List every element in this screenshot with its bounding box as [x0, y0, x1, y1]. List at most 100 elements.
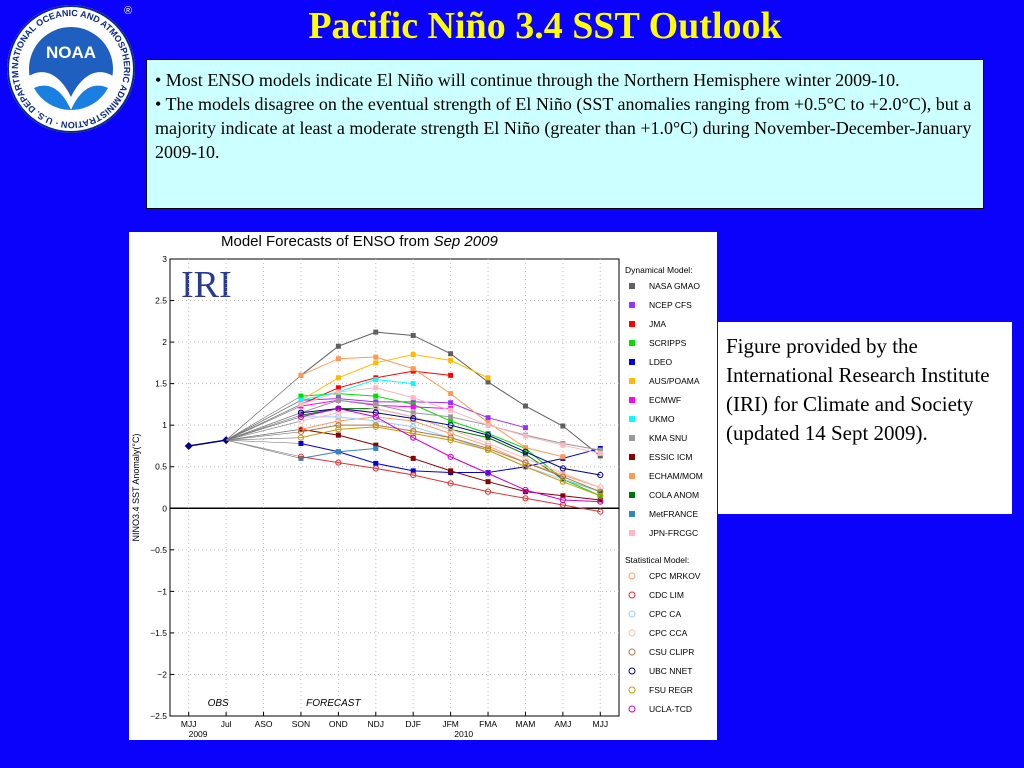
- data-point: [297, 428, 305, 435]
- data-point: [597, 497, 603, 503]
- data-point: [484, 432, 492, 439]
- data-point: [485, 415, 491, 421]
- data-point: [447, 426, 454, 433]
- legend-label: NASA GMAO: [649, 281, 700, 291]
- legend-label: AUS/POAMA: [649, 376, 700, 386]
- data-point: [373, 401, 379, 407]
- x-tick-label: NDJ: [368, 719, 385, 729]
- legend-label: ECMWF: [649, 395, 681, 405]
- connector-line: [225, 399, 302, 441]
- data-point: [298, 401, 304, 407]
- data-point: [448, 357, 454, 363]
- data-point: [335, 459, 342, 466]
- data-point: [335, 375, 341, 381]
- data-point: [298, 372, 304, 378]
- data-point: [447, 430, 454, 437]
- data-point: [298, 393, 304, 399]
- forecast-label: FORECAST: [306, 698, 361, 709]
- series-line: [300, 354, 489, 401]
- legend-swatch: [628, 572, 636, 580]
- series-cdc-lim: [226, 439, 604, 515]
- data-point: [560, 454, 566, 460]
- y-tick-label: 0: [162, 503, 167, 513]
- observed-point: [184, 441, 193, 450]
- data-point: [297, 434, 305, 441]
- x-tick-label: MAM: [516, 719, 536, 729]
- data-point: [559, 465, 566, 472]
- series-nasa-gmao: [225, 329, 603, 459]
- data-point: [410, 423, 417, 430]
- series-line: [300, 356, 563, 458]
- data-point: [335, 385, 341, 391]
- data-point: [410, 430, 417, 437]
- data-point: [485, 375, 491, 381]
- data-point: [484, 488, 492, 495]
- data-point: [335, 397, 341, 403]
- data-point: [298, 397, 304, 403]
- data-point: [297, 413, 305, 420]
- data-point: [447, 480, 454, 487]
- legend-swatch: [629, 435, 635, 441]
- series-line: [300, 416, 601, 488]
- data-point: [373, 445, 379, 451]
- legend-label: MetFRANCE: [649, 509, 698, 519]
- data-point: [447, 437, 454, 444]
- data-point: [448, 372, 454, 378]
- data-point: [560, 442, 566, 448]
- data-point: [597, 508, 604, 515]
- data-point: [522, 463, 529, 470]
- data-point: [335, 405, 342, 412]
- data-point: [410, 434, 417, 441]
- iri-watermark: IRI: [181, 264, 232, 306]
- series-echam-mom: [225, 354, 566, 460]
- connector-line: [226, 429, 302, 441]
- data-point: [448, 468, 454, 474]
- x-tick-label: FMA: [479, 719, 497, 729]
- bullet-item: • Most ENSO models indicate El Niño will…: [155, 70, 900, 90]
- x-tick-label: MJJ: [592, 719, 608, 729]
- legend-swatch: [629, 492, 635, 498]
- data-point: [335, 356, 341, 362]
- data-point: [335, 426, 342, 433]
- data-point: [522, 403, 528, 409]
- legend-swatch: [628, 648, 636, 656]
- legend-dynamical-header: Dynamical Model:: [625, 265, 693, 275]
- legend-label: CPC MRKOV: [649, 571, 701, 581]
- data-point: [372, 413, 379, 420]
- data-point: [372, 465, 379, 472]
- legend-label: JMA: [649, 319, 666, 329]
- registered-mark: ®: [124, 5, 132, 17]
- y-tick-label: 1: [162, 420, 167, 430]
- data-point: [597, 471, 604, 479]
- x-tick-label: MJJ: [181, 719, 197, 729]
- data-point: [448, 400, 454, 406]
- data-point: [335, 413, 342, 420]
- legend-swatch: [629, 454, 635, 460]
- legend-swatch: [629, 473, 635, 479]
- legend-label: NCEP CFS: [649, 300, 692, 310]
- legend-label: CPC CA: [649, 609, 681, 619]
- legend-swatch: [629, 511, 635, 517]
- data-point: [448, 407, 454, 413]
- data-point: [335, 422, 342, 429]
- connector-line: [226, 412, 302, 441]
- data-point: [372, 405, 379, 412]
- legend-label: CSU CLIPR: [649, 647, 694, 657]
- legend-swatch: [629, 283, 635, 289]
- y-tick-label: 0.5: [155, 462, 167, 472]
- data-point: [522, 433, 528, 439]
- series-line: [300, 426, 601, 497]
- legend-swatch: [628, 667, 636, 675]
- series-line: [300, 408, 601, 503]
- legend-swatch: [629, 359, 635, 365]
- data-point: [522, 489, 528, 495]
- series-cpc-ca: [226, 413, 604, 495]
- data-point: [597, 498, 604, 505]
- y-tick-label: −1.5: [150, 628, 167, 638]
- series-jpn-frcgc: [225, 385, 603, 456]
- legend-label: CPC CCA: [649, 628, 688, 638]
- data-point: [597, 450, 603, 456]
- series-line: [300, 408, 601, 476]
- data-point: [372, 417, 379, 425]
- legend-label: LDEO: [649, 357, 673, 367]
